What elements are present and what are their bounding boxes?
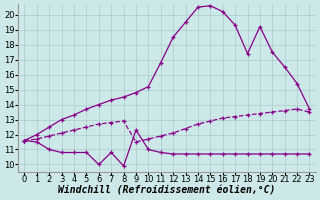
X-axis label: Windchill (Refroidissement éolien,°C): Windchill (Refroidissement éolien,°C): [58, 186, 276, 196]
